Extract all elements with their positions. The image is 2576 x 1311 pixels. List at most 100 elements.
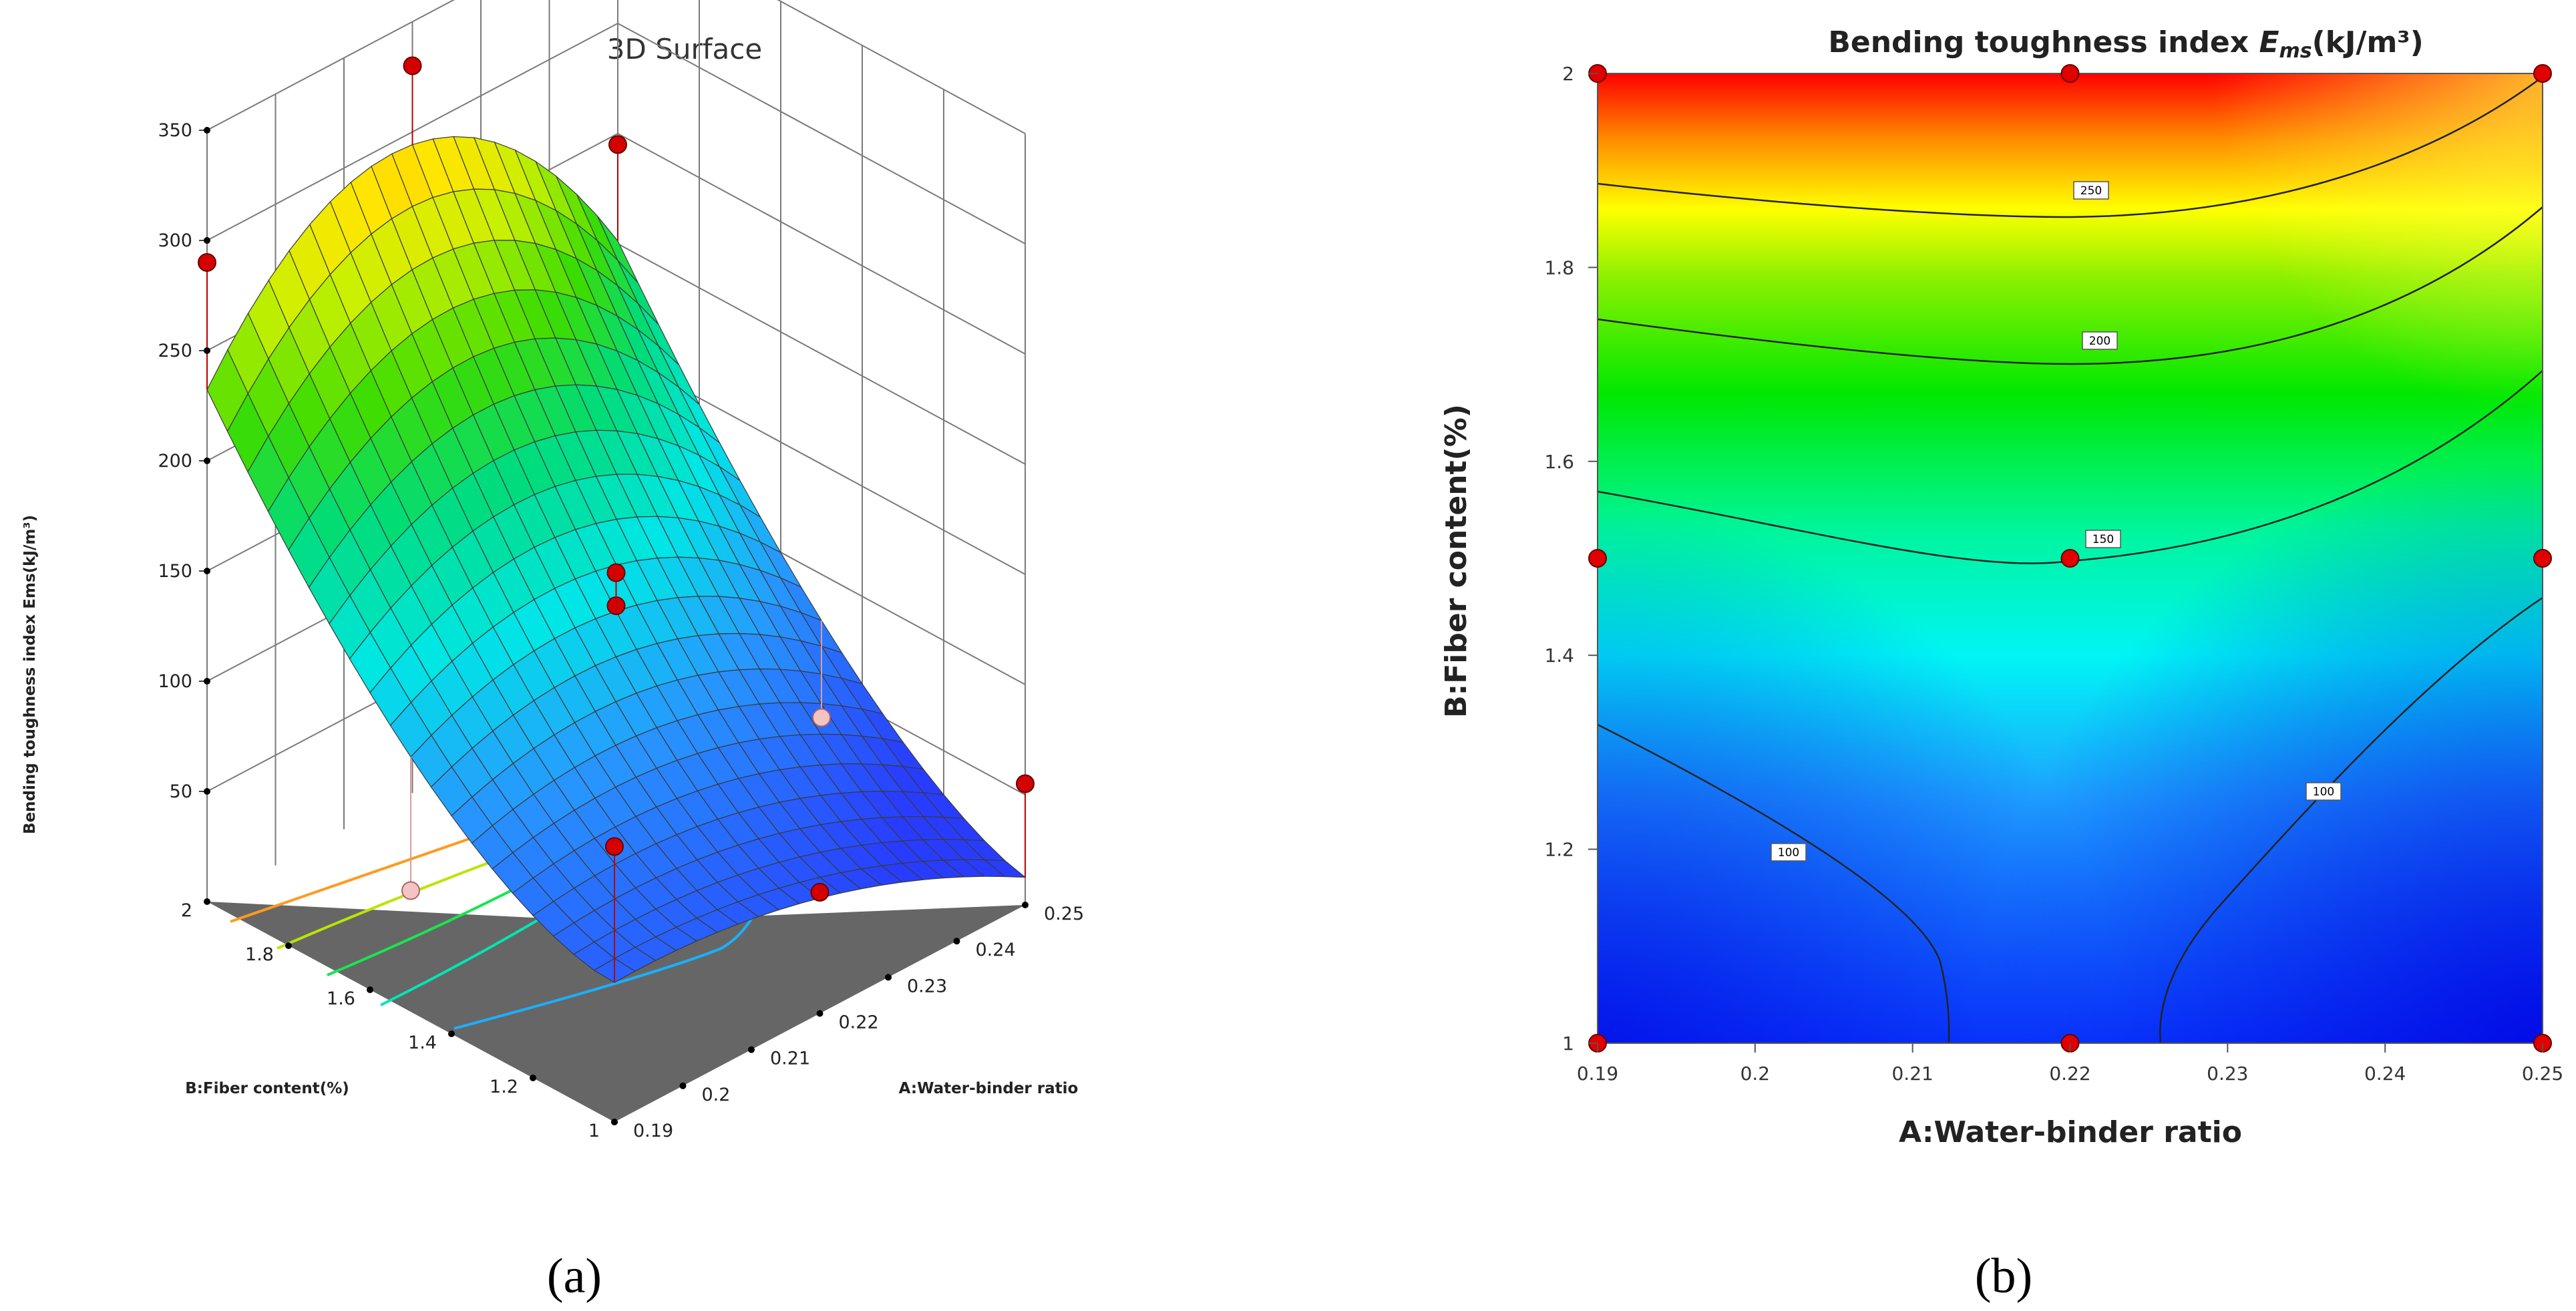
z-tick-dot [204, 568, 210, 574]
contour-y-axis-label: B:Fiber content(%) [1439, 404, 1473, 718]
contour-x-tick-label: 0.24 [2364, 1063, 2406, 1085]
svg-text:200: 200 [2089, 335, 2110, 348]
wall-grid-line [617, 133, 1026, 355]
contour-line-100-right [2159, 596, 2543, 1044]
contour-label-100-left: 100 [1771, 843, 1807, 862]
contour-y-tick-label: 1 [1562, 1033, 1574, 1055]
z-tick-label: 100 [158, 671, 192, 692]
fiber-tick-dot [530, 1075, 536, 1081]
surface-design-point [606, 563, 626, 582]
contour-label-250: 250 [2073, 181, 2109, 200]
contour-design-point [2060, 549, 2080, 568]
contour-y-tick-label: 2 [1562, 63, 1574, 85]
fiber-tick-label: 1 [588, 1121, 600, 1141]
z-tick-label: 300 [158, 230, 192, 251]
surface-design-point [403, 56, 422, 75]
surface-design-point [401, 881, 420, 900]
svg-text:250: 250 [2080, 184, 2102, 198]
contour-title: Bending toughness index Ems(kJ/m³) [1828, 25, 2423, 63]
ratio-tick-label: 0.23 [907, 976, 947, 996]
ratio-tick-dot [1022, 902, 1029, 908]
floor-contour-orange [230, 833, 482, 923]
panel-a-label: (a) [547, 1249, 602, 1304]
contour-label-150: 150 [2085, 530, 2121, 548]
ratio-tick-dot [816, 1010, 823, 1017]
z-tick-dot [204, 237, 210, 244]
ratio-tick-dot [679, 1082, 687, 1089]
surface-design-point [1016, 774, 1035, 793]
fiber-axis-ticks: 1 1.2 1.4 1.6 1.8 2 [181, 898, 618, 1141]
z-tick-dot [204, 457, 210, 464]
ratio-tick-label: 0.2 [702, 1085, 731, 1105]
contour-y-tick-label: 1.8 [1544, 256, 1574, 278]
contour-y-tick-label: 1.4 [1544, 644, 1574, 667]
fiber-tick-dot [448, 1031, 455, 1037]
z-axis-label: Bending toughness index Ems(kJ/m³) [21, 515, 39, 834]
surface-design-point [810, 883, 830, 902]
ratio-tick-label: 0.19 [633, 1121, 673, 1141]
surface-design-point [605, 837, 624, 856]
contour-label-200: 200 [2082, 331, 2118, 350]
wall-grid-line [617, 243, 1026, 465]
ratio-tick-dot [953, 938, 960, 945]
contour-y-ticks: 1 1.2 1.4 1.6 1.8 2 [1544, 63, 1598, 1055]
contour-y-tick-label: 1.2 [1544, 839, 1574, 861]
z-tick-label: 150 [158, 561, 192, 582]
fiber-tick-label: 1.8 [245, 944, 274, 965]
ratio-tick-label: 0.24 [976, 940, 1016, 960]
contour-x-tick-label: 0.19 [1577, 1063, 1618, 1085]
contour-design-point [1588, 549, 1607, 568]
panel-a-3d-surface: 3D Surface 50 100 150 200 250 300 350 Bending … [21, 0, 1084, 1304]
surface-design-points [198, 56, 1035, 983]
z-tick-label: 250 [158, 341, 192, 361]
surface-design-point [608, 135, 627, 154]
ratio-axis-label: A:Water-binder ratio [899, 1080, 1079, 1097]
contour-label-100-right: 100 [2306, 782, 2342, 801]
z-tick-dot [204, 678, 210, 685]
fiber-tick-label: 1.4 [408, 1033, 437, 1053]
z-axis-ticks: 50 100 150 200 250 300 350 [158, 120, 210, 802]
fiber-tick-dot [204, 898, 210, 905]
contour-x-tick-label: 0.23 [2207, 1063, 2248, 1085]
contour-line-100-left [1597, 723, 1950, 1044]
contour-x-tick-label: 0.25 [2522, 1063, 2563, 1085]
surface-design-point [198, 253, 216, 272]
ratio-tick-dot [748, 1046, 755, 1053]
contour-x-ticks: 0.19 0.2 0.21 0.22 0.23 0.24 0.25 [1577, 1043, 2563, 1085]
ratio-tick-dot [885, 974, 892, 981]
svg-text:100: 100 [2313, 785, 2334, 799]
z-tick-dot [204, 788, 210, 795]
panel-b-label: (b) [1975, 1249, 2032, 1304]
z-tick-label: 350 [158, 120, 192, 141]
contour-design-point [2060, 64, 2080, 83]
contour-line-250 [1597, 75, 2543, 218]
fiber-tick-label: 1.6 [327, 988, 355, 1009]
svg-text:100: 100 [1778, 846, 1799, 860]
panel-b-contour: 100 100 150 200 250 0.19 0.2 0.21 0.22 0.23 0… [1439, 25, 2563, 1304]
fiber-tick-dot [367, 986, 373, 993]
svg-text:150: 150 [2092, 533, 2114, 546]
ratio-axis-ticks: 0.19 0.2 0.21 0.22 0.23 0.24 0.25 [611, 902, 1084, 1141]
fiber-axis-label: B:Fiber content(%) [185, 1080, 349, 1097]
contour-x-tick-label: 0.22 [2049, 1063, 2090, 1085]
surface-title: 3D Surface [607, 33, 762, 65]
ratio-tick-dot [611, 1119, 618, 1125]
ratio-tick-label: 0.21 [770, 1049, 810, 1069]
ratio-tick-label: 0.25 [1044, 904, 1084, 924]
wall-grid-line [617, 23, 1026, 244]
response-surface-mesh [206, 136, 1027, 983]
fiber-tick-label: 2 [181, 900, 192, 921]
contour-design-point [2533, 64, 2552, 83]
wall-edge [777, 0, 1026, 134]
contour-x-tick-label: 0.2 [1740, 1063, 1771, 1085]
contour-x-tick-label: 0.21 [1891, 1063, 1933, 1085]
fiber-tick-dot [285, 942, 292, 949]
z-tick-dot [204, 127, 210, 134]
contour-y-tick-label: 1.6 [1544, 451, 1574, 473]
contour-line-200 [1597, 206, 2543, 365]
ratio-tick-label: 0.22 [839, 1012, 879, 1033]
fiber-tick-label: 1.2 [490, 1077, 518, 1097]
contour-design-point [2533, 549, 2552, 568]
contour-x-axis-label: A:Water-binder ratio [1899, 1115, 2242, 1149]
